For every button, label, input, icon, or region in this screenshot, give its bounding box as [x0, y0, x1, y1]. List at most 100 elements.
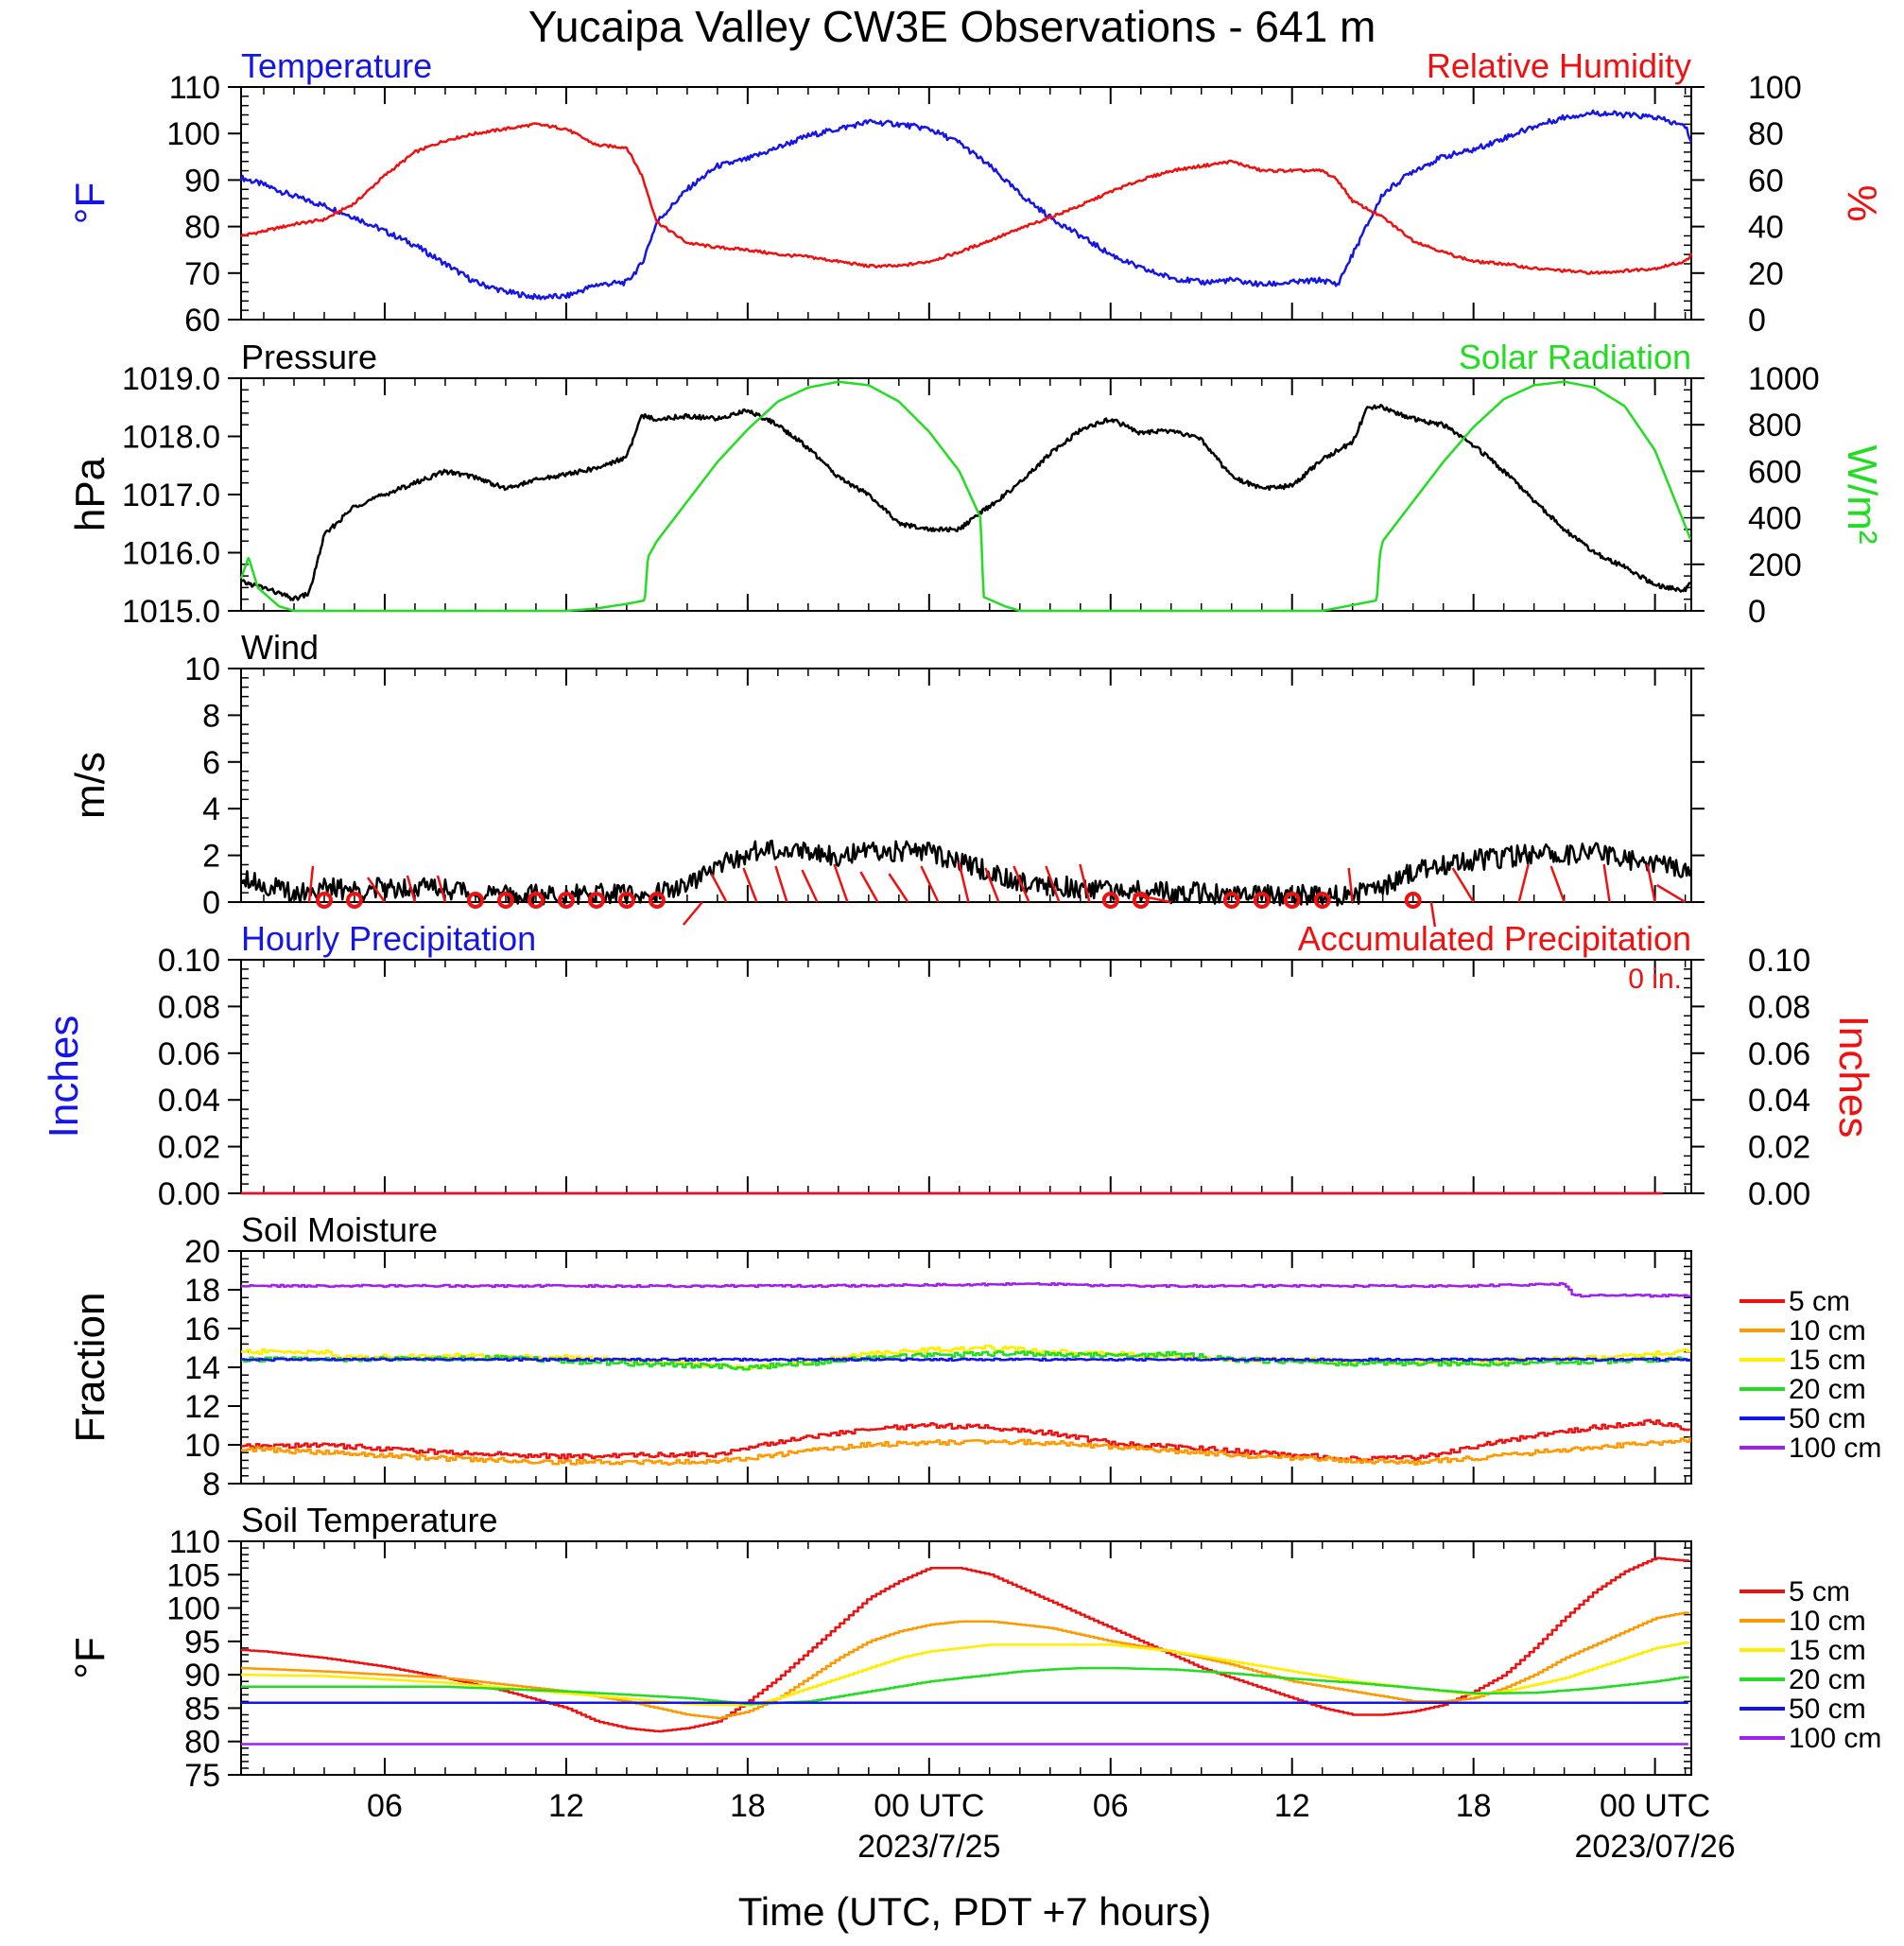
- wind-calm-circle: [527, 892, 545, 909]
- series-line-20-cm: [241, 1666, 1690, 1706]
- x-tick-label: 06: [367, 1788, 403, 1824]
- wind-barb: [774, 865, 788, 903]
- y-axis-title-right: Inches: [1830, 1016, 1877, 1138]
- y-right-tick-label: 0.10: [1748, 943, 1810, 979]
- y-tick-label: 90: [184, 163, 220, 199]
- y-axis-title-right: %: [1839, 184, 1885, 221]
- y-right-tick-label: 0.08: [1748, 989, 1810, 1025]
- y-axis-title-left: Fraction: [67, 1293, 113, 1443]
- wind-barb: [436, 875, 447, 903]
- y-tick-label: 70: [184, 256, 220, 292]
- y-tick-label: 0.06: [158, 1036, 220, 1072]
- legend-label: 20 cm: [1789, 1664, 1866, 1695]
- y-tick-label: 95: [184, 1625, 220, 1660]
- y-tick-label: 1015.0: [122, 594, 220, 630]
- y-tick-label: 16: [184, 1312, 220, 1347]
- wind-barb: [307, 865, 315, 903]
- legend-label: 5 cm: [1789, 1286, 1850, 1317]
- y-tick-label: 0.04: [158, 1083, 220, 1119]
- y-tick-label: 8: [202, 698, 220, 734]
- wind-barb: [888, 873, 909, 903]
- y-tick-label: 1017.0: [122, 478, 220, 513]
- panel-wind: 0 2 4 6 8 10 Wind m/s: [67, 628, 1705, 928]
- y-tick-label: 20: [184, 1234, 220, 1270]
- wind-calm-circle: [315, 892, 333, 909]
- wind-calm-circle: [1132, 892, 1150, 909]
- wind-barb: [1429, 901, 1437, 928]
- wind-calm-circle: [466, 892, 484, 909]
- wind-barb: [1646, 863, 1656, 903]
- accumulated-value: 0 in.: [1628, 964, 1682, 995]
- legend-label: 100 cm: [1789, 1433, 1881, 1464]
- panel-title-left: Soil Moisture: [241, 1210, 438, 1249]
- panel-temp-rh: 60 70 80 90 100 110 0 20 40 60 80 100 Temperature Rel…: [67, 46, 1885, 339]
- y-right-tick-label: 100: [1748, 70, 1802, 106]
- wind-barb: [1549, 865, 1566, 903]
- y-axis-title-left: °F: [67, 182, 113, 224]
- y-right-tick-label: 80: [1748, 116, 1784, 152]
- panel-title-right: Solar Radiation: [1459, 338, 1691, 376]
- wind-calm-circle: [587, 892, 605, 909]
- y-axis-title-left: hPa: [67, 457, 113, 531]
- panel-title-left: Temperature: [241, 46, 432, 85]
- wind-calm-circle: [557, 892, 575, 909]
- wind-barb: [742, 867, 758, 903]
- wind-barb: [833, 863, 849, 903]
- y-tick-label: 110: [169, 70, 220, 106]
- y-right-tick-label: 0.00: [1748, 1176, 1810, 1212]
- y-tick-label: 2: [202, 839, 220, 875]
- wind-calm-circle: [1313, 892, 1331, 909]
- x-axis-title: Time (UTC, PDT +7 hours): [738, 1889, 1212, 1934]
- y-tick-label: 75: [184, 1758, 220, 1794]
- y-axis-title-left: m/s: [67, 752, 113, 819]
- series-line-solar-radiation: [239, 380, 1692, 613]
- legend-label: 100 cm: [1789, 1723, 1881, 1754]
- wind-barb: [801, 869, 819, 903]
- plot-frame: [240, 377, 1692, 612]
- y-right-tick-label: 600: [1748, 454, 1802, 490]
- x-tick-label: 06: [1093, 1788, 1129, 1824]
- x-date-label: 2023/7/25: [857, 1829, 1000, 1865]
- y-tick-label: 18: [184, 1273, 220, 1309]
- y-tick-label: 1018.0: [122, 420, 220, 456]
- wind-barb: [1347, 867, 1354, 903]
- legend-label: 15 cm: [1789, 1345, 1866, 1376]
- wind-barb: [682, 901, 703, 926]
- y-right-tick-label: 0.02: [1748, 1130, 1810, 1166]
- y-axis-title-left: °F: [67, 1637, 113, 1678]
- series-line-100-cm: [241, 1281, 1691, 1298]
- y-tick-label: 0.00: [158, 1176, 220, 1212]
- series-line-15-cm: [241, 1642, 1690, 1707]
- wind-calm-circle: [345, 892, 363, 909]
- x-date-label: 2023/07/26: [1575, 1829, 1736, 1865]
- wind-calm-circle: [1253, 892, 1271, 909]
- y-tick-label: 10: [184, 1428, 220, 1464]
- y-right-tick-label: 400: [1748, 501, 1802, 537]
- y-right-tick-label: 0.04: [1748, 1083, 1810, 1119]
- panel-title-left: Soil Temperature: [241, 1501, 497, 1539]
- legend-label: 10 cm: [1789, 1315, 1866, 1347]
- series-line-temperature: [239, 109, 1693, 301]
- wind-barb: [1517, 863, 1530, 903]
- plot-frame: [240, 1540, 1692, 1776]
- plot-frame: [240, 959, 1692, 1194]
- y-axis-title-left: Inches: [41, 1016, 87, 1138]
- series-line-10-cm: [241, 1436, 1691, 1466]
- y-tick-label: 10: [184, 652, 220, 687]
- panel-precip: 0.00 0.02 0.04 0.06 0.08 0.10 0.00 0.02 0.04 0.06…: [41, 919, 1877, 1212]
- wind-barb: [1602, 863, 1611, 903]
- x-tick-label: 18: [730, 1788, 766, 1824]
- wind-barb: [1451, 867, 1475, 903]
- wind-barb: [1079, 863, 1091, 903]
- series-line-50-cm: [241, 1357, 1691, 1363]
- y-right-tick-label: 1000: [1748, 361, 1820, 397]
- y-tick-label: 100: [166, 116, 220, 152]
- wind-calm-circle: [1404, 892, 1422, 909]
- panel-title-left: Pressure: [241, 338, 377, 376]
- wind-barb: [1133, 893, 1171, 904]
- y-tick-label: 85: [184, 1691, 220, 1727]
- y-tick-label: 0.08: [158, 989, 220, 1025]
- series-line-10-cm: [241, 1611, 1690, 1720]
